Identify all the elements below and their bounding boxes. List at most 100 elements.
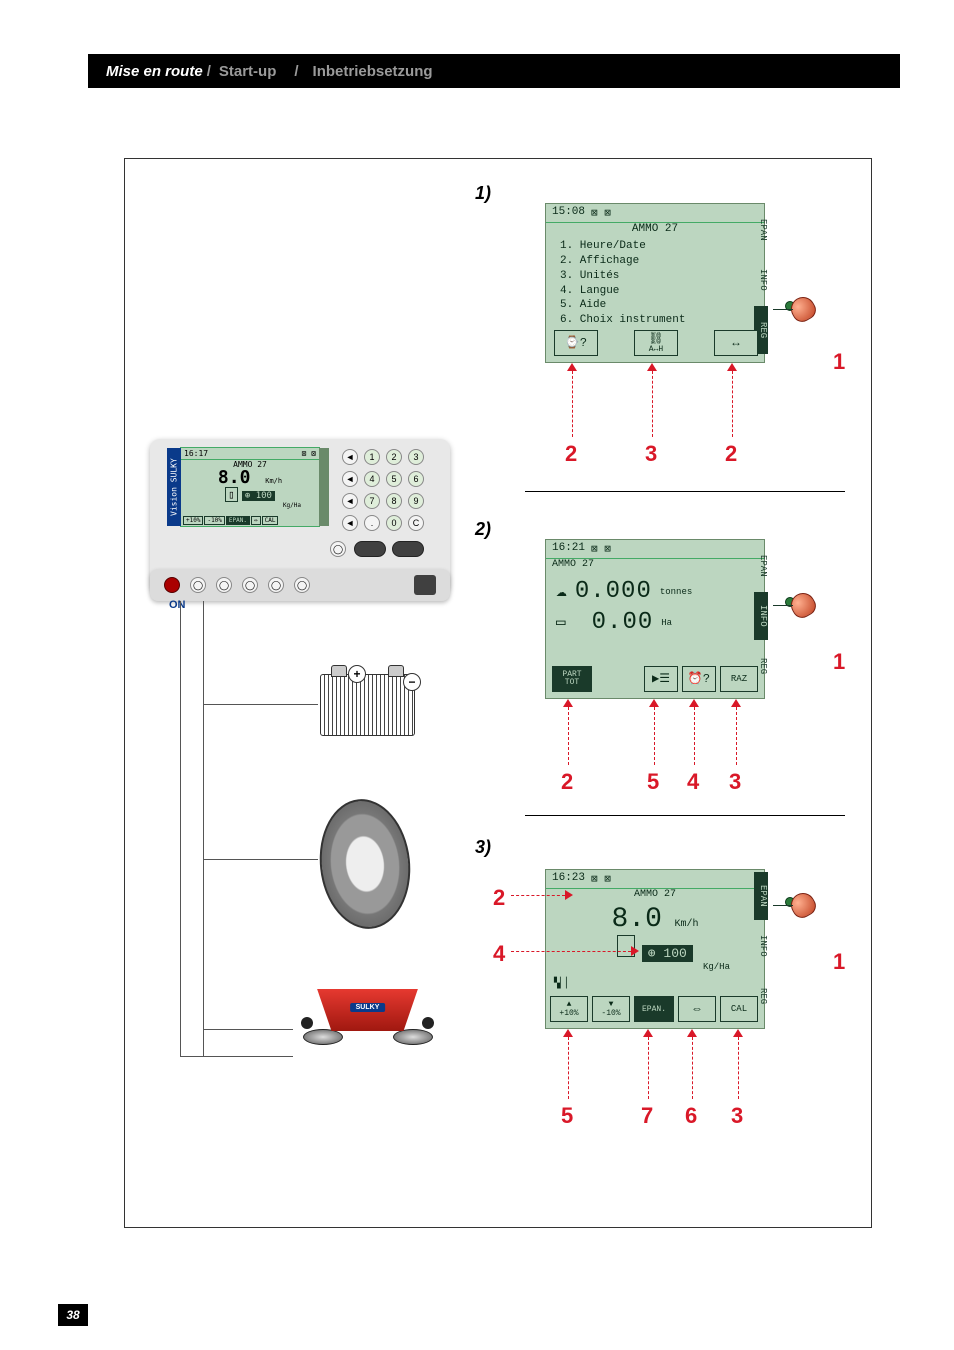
keypad-btn[interactable]: 7	[364, 493, 380, 509]
lcd1-soft-clock[interactable]: ⌚?	[554, 330, 598, 356]
header-lang2: Start-up	[219, 63, 277, 80]
content-frame: Vision SULKY 16:17 ⊠ ⊠ AMMO 27 8.0 Km/h …	[124, 158, 872, 1228]
lcd3-speed-unit: Km/h	[675, 919, 699, 930]
lcd3-tab-epan[interactable]: EPAN	[754, 872, 768, 920]
section-3-number: 3)	[475, 837, 491, 858]
alarm-icon: ⏰?	[688, 673, 710, 685]
keypad-btn[interactable]: 0	[386, 515, 402, 531]
lcd2-product: AMMO 27	[546, 559, 764, 570]
header-lang3: Inbetriebsetzung	[313, 63, 433, 80]
bar-btn[interactable]: ◯	[268, 577, 284, 593]
console-soft-4[interactable]: ⇔	[251, 516, 261, 525]
spreader-wheel-icon	[422, 1017, 434, 1029]
console-nav-btn[interactable]: ◯	[330, 541, 346, 557]
keypad-btn[interactable]: 2	[386, 449, 402, 465]
lcd1-tab-epan[interactable]: EPAN	[754, 206, 768, 254]
header-lang1: Mise en route	[106, 63, 203, 80]
keypad-btn[interactable]: 1	[364, 449, 380, 465]
callout-arrow-icon	[563, 699, 573, 707]
keypad-btn[interactable]: C	[408, 515, 424, 531]
bar-btn[interactable]: ◯	[294, 577, 310, 593]
bar-btn[interactable]: ◯	[242, 577, 258, 593]
lcd1-tab-info[interactable]: INFO	[754, 256, 768, 304]
lcd2-tab-epan[interactable]: EPAN	[754, 542, 768, 590]
area-icon: ▭	[556, 615, 566, 631]
callout-4: 4	[493, 941, 505, 967]
lcd2-soft-raz[interactable]: RAZ	[720, 666, 758, 692]
lcd1-menu-item[interactable]: 3. Unités	[560, 269, 750, 284]
callout-leader	[648, 1037, 649, 1099]
battery-plus-icon: +	[348, 665, 366, 683]
clock-icon: ⌚?	[565, 337, 587, 349]
callout-2b: 2	[725, 441, 737, 467]
lcd1-menu-item[interactable]: 6. Choix instrument	[560, 313, 750, 328]
keypad-btn[interactable]: 6	[408, 471, 424, 487]
console-time: 16:17	[184, 449, 208, 458]
lcd3-soft-plus10[interactable]: ▲+10%	[550, 996, 588, 1022]
lcd1-menu-item[interactable]: 2. Affichage	[560, 254, 750, 269]
callout-leader	[736, 707, 737, 765]
keypad-btn[interactable]: 8	[386, 493, 402, 509]
lcd3-tribord-icon: ▚▏▏	[554, 978, 572, 990]
lcd2-ha: 0.00	[592, 609, 654, 636]
lcd3-speed: 8.0	[611, 904, 661, 935]
console-rate: 100	[256, 491, 272, 501]
lcd1-menu-item[interactable]: 5. Aide	[560, 298, 750, 313]
bar-btn[interactable]: ◯	[190, 577, 206, 593]
callout-leader	[738, 1037, 739, 1099]
callout-arrow-icon	[567, 363, 577, 371]
callout-arrow-icon	[731, 699, 741, 707]
keypad-btn[interactable]: ◄	[342, 515, 358, 531]
keypad-btn[interactable]: 5	[386, 471, 402, 487]
callout-leader	[692, 1037, 693, 1099]
tap-line	[773, 905, 793, 906]
lcd1-soft-width[interactable]: ↔	[714, 330, 758, 356]
playlist-icon: ▶☰	[652, 673, 670, 685]
console-oval-btn[interactable]	[392, 541, 424, 557]
power-button[interactable]	[164, 577, 180, 593]
console-brand-strip: Vision SULKY	[167, 448, 181, 526]
lcd1-soft-ah[interactable]: ⛓A↔H	[634, 330, 678, 356]
lcd-screen-1: 15:08⊠ ⊠ AMMO 27 1. Heure/Date 2. Affich…	[545, 203, 765, 363]
console-soft-3[interactable]: EPAN.	[226, 516, 250, 525]
lcd3-soft-minus10[interactable]: ▼-10%	[592, 996, 630, 1022]
console-soft-1[interactable]: +10%	[183, 516, 203, 525]
callout-leader	[572, 371, 573, 437]
keypad-btn[interactable]: .	[364, 515, 380, 531]
keypad-btn[interactable]: 3	[408, 449, 424, 465]
lcd2-soft-list[interactable]: ▶☰	[644, 666, 678, 692]
callout-leader	[694, 707, 695, 765]
lcd3-tab-info[interactable]: INFO	[754, 922, 768, 970]
on-off-bar: ◯ ◯ ◯ ◯ ◯	[150, 569, 450, 601]
keypad-btn[interactable]: ◄	[342, 493, 358, 509]
callout-2: 2	[493, 885, 505, 911]
callout-leader	[511, 895, 565, 896]
lcd3-soft-cal[interactable]: CAL	[720, 996, 758, 1022]
callout-arrow-icon	[563, 1029, 573, 1037]
console-soft-5[interactable]: CAL	[262, 516, 279, 525]
lcd3-rate-unit: Kg/Ha	[546, 962, 764, 972]
lcd1-menu-item[interactable]: 4. Langue	[560, 284, 750, 299]
keypad-btn[interactable]: ◄	[342, 449, 358, 465]
spreader-illustration: SULKY	[295, 989, 440, 1069]
lcd3-soft-epan[interactable]: EPAN.	[634, 996, 674, 1022]
keypad-btn[interactable]: 4	[364, 471, 380, 487]
section-divider	[525, 491, 845, 492]
lcd-screen-3: 16:23⊠ ⊠ AMMO 27 8.0 Km/h ⊕ 100 Kg/Ha ▚▏…	[545, 869, 765, 1029]
wire-line	[203, 859, 318, 860]
lcd1-time: 15:08	[552, 206, 585, 220]
lcd2-tab-info[interactable]: INFO	[754, 592, 768, 640]
keypad-btn[interactable]: ◄	[342, 471, 358, 487]
console-oval-btn[interactable]	[354, 541, 386, 557]
lcd2-soft-alarm[interactable]: ⏰?	[682, 666, 716, 692]
console-speed-unit: Km/h	[265, 477, 282, 485]
callout-arrow-icon	[687, 1029, 697, 1037]
bar-btn[interactable]: ◯	[216, 577, 232, 593]
lcd1-menu-item[interactable]: 1. Heure/Date	[560, 239, 750, 254]
lcd2-soft-parttot[interactable]: PARTTOT	[552, 666, 592, 692]
keypad-btn[interactable]: 9	[408, 493, 424, 509]
console-soft-2[interactable]: -10%	[204, 516, 224, 525]
lcd3-soft-width[interactable]: ⇔	[678, 996, 716, 1022]
page-header: Mise en route / Start-up / Inbetriebsetz…	[88, 54, 900, 88]
wire-line	[180, 1056, 293, 1057]
